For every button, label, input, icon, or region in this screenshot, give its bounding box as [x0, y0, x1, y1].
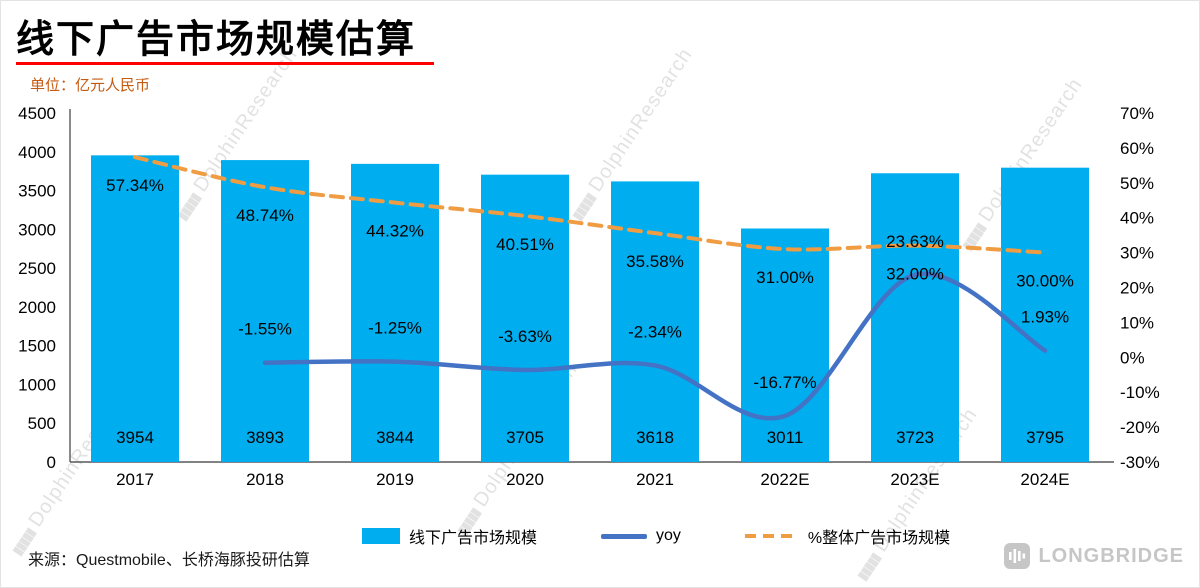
yoy-line [262, 271, 1048, 421]
svg-text:500: 500 [28, 414, 56, 433]
svg-text:3000: 3000 [18, 220, 56, 239]
unit-label: 单位：亿元人民币 [30, 77, 151, 94]
svg-text:48.74%: 48.74% [236, 206, 294, 225]
bar [871, 173, 959, 462]
svg-text:-20%: -20% [1120, 418, 1160, 437]
svg-text:-30%: -30% [1120, 453, 1160, 472]
pct-line [133, 155, 1047, 255]
bar-swatch [362, 528, 400, 544]
svg-text:2022E: 2022E [760, 470, 809, 489]
svg-text:-2.34%: -2.34% [628, 322, 682, 341]
svg-text:2020: 2020 [506, 470, 544, 489]
svg-text:1500: 1500 [18, 337, 56, 356]
svg-text:4000: 4000 [18, 143, 56, 162]
svg-text:23.63%: 23.63% [886, 232, 944, 251]
svg-text:-10%: -10% [1120, 383, 1160, 402]
svg-text:60%: 60% [1120, 139, 1154, 158]
barcode-icon: ▮▮▮▮▮ [853, 550, 883, 584]
svg-text:1000: 1000 [18, 375, 56, 394]
axes: 4500 4000 3500 3000 2500 2000 1500 1000 500 0 70% 6… [18, 104, 1160, 489]
svg-text:57.34%: 57.34% [106, 176, 164, 195]
svg-text:3844: 3844 [376, 428, 414, 447]
svg-text:2018: 2018 [246, 470, 284, 489]
bar [481, 174, 569, 462]
bar [611, 181, 699, 463]
svg-text:35.58%: 35.58% [626, 252, 684, 271]
page-title: 线下广告市场规模估算 [16, 19, 417, 61]
svg-text:10%: 10% [1120, 313, 1154, 332]
bar [91, 155, 179, 462]
svg-text:20%: 20% [1120, 279, 1154, 298]
svg-text:3705: 3705 [506, 428, 544, 447]
svg-text:3795: 3795 [1026, 428, 1064, 447]
line-swatch [601, 533, 648, 539]
svg-text:2500: 2500 [18, 259, 56, 278]
source-note: 来源：Questmobile、长桥海豚投研估算 [28, 552, 310, 569]
bar [741, 228, 829, 462]
legend: 线下广告市场规模 yoy %整体广告市场规模 [362, 524, 950, 548]
legend-label: 线下广告市场规模 [409, 530, 538, 547]
svg-text:-1.25%: -1.25% [368, 319, 422, 338]
lines [133, 155, 1048, 421]
svg-text:40.51%: 40.51% [496, 235, 554, 254]
svg-text:70%: 70% [1120, 104, 1154, 123]
dashed-line-swatch [744, 534, 799, 538]
svg-text:3954: 3954 [116, 428, 154, 447]
svg-text:2021: 2021 [636, 470, 674, 489]
svg-text:50%: 50% [1120, 174, 1154, 193]
svg-text:-16.77%: -16.77% [753, 373, 816, 392]
svg-text:2019: 2019 [376, 470, 414, 489]
svg-text:44.32%: 44.32% [366, 222, 424, 241]
svg-text:4500: 4500 [18, 104, 56, 123]
combo-chart: 4500 4000 3500 3000 2500 2000 1500 1000 500 0 70% 6… [18, 104, 1160, 489]
bar [351, 163, 439, 462]
svg-text:32.00%: 32.00% [886, 265, 944, 284]
bar [1001, 167, 1089, 462]
legend-label: yoy [656, 527, 681, 544]
data-labels: 3954 3893 3844 3705 3618 3011 3723 3795 -1.55% -1… [106, 176, 1074, 447]
legend-item-yoy: yoy [601, 527, 681, 545]
svg-text:3500: 3500 [18, 182, 56, 201]
svg-text:1.93%: 1.93% [1021, 308, 1069, 327]
svg-text:3618: 3618 [636, 428, 674, 447]
longbridge-logo-icon [1004, 543, 1031, 569]
svg-text:2000: 2000 [18, 298, 56, 317]
svg-text:2023E: 2023E [890, 470, 939, 489]
bar [221, 160, 309, 462]
svg-text:3011: 3011 [767, 428, 804, 447]
legend-item-market-size: 线下广告市场规模 [362, 524, 537, 548]
svg-text:-1.55%: -1.55% [238, 320, 292, 339]
svg-text:30.00%: 30.00% [1016, 272, 1074, 291]
svg-text:-3.63%: -3.63% [498, 327, 552, 346]
svg-text:0%: 0% [1120, 348, 1145, 367]
svg-text:40%: 40% [1120, 209, 1154, 228]
legend-item-pct-of-total: %整体广告市场规模 [744, 524, 951, 548]
svg-text:3893: 3893 [246, 428, 284, 447]
bars [91, 155, 1089, 463]
svg-text:3723: 3723 [896, 428, 934, 447]
svg-text:31.00%: 31.00% [756, 268, 814, 287]
svg-text:2017: 2017 [116, 470, 154, 489]
svg-text:0: 0 [47, 453, 56, 472]
svg-text:30%: 30% [1120, 244, 1154, 263]
title-underline [16, 62, 434, 65]
legend-label: %整体广告市场规模 [807, 530, 951, 547]
svg-text:2024E: 2024E [1020, 470, 1069, 489]
longbridge-logo: LONGBRIDGE [1004, 543, 1184, 569]
longbridge-logo-text: LONGBRIDGE [1038, 544, 1184, 567]
